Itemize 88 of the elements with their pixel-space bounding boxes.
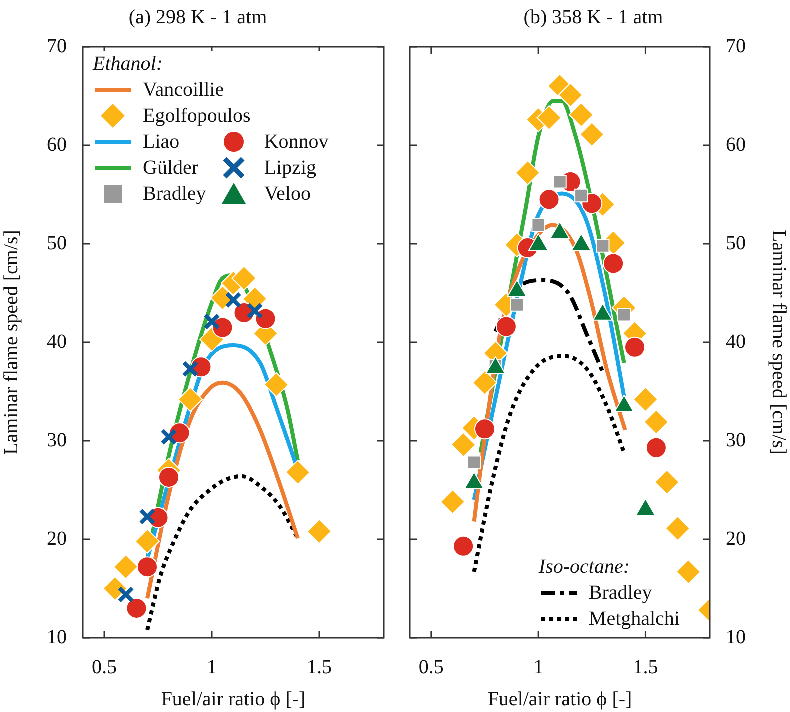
legend-label: Lipzig [264, 156, 317, 181]
point [255, 308, 276, 330]
point [515, 160, 540, 186]
y-tick-label: 60 [726, 134, 746, 156]
legend-label: Gülder [143, 156, 199, 181]
line-series [472, 223, 628, 524]
x-axis-title: Fuel/air ratio ϕ [-] [488, 688, 632, 710]
x-tick-label: 0.5 [92, 656, 117, 678]
y-tick-label: 30 [726, 429, 746, 452]
point [574, 188, 588, 203]
point [532, 218, 546, 232]
point [654, 470, 680, 495]
y-tick-label: 50 [726, 232, 746, 254]
legend-label: Liao [143, 130, 180, 155]
point [603, 253, 624, 274]
point [160, 428, 178, 446]
point [102, 576, 128, 602]
y-tick-label: 40 [726, 330, 746, 353]
point [496, 316, 517, 338]
legend-label: Egolfopoulos [143, 104, 251, 129]
point [453, 536, 474, 557]
point [510, 298, 524, 312]
line-series [472, 354, 626, 574]
point [676, 560, 702, 585]
point [472, 370, 498, 396]
point [135, 528, 160, 554]
x-tick-label: 0.5 [418, 656, 444, 678]
point [451, 432, 476, 458]
point [596, 239, 610, 253]
y-tick-label: 10 [726, 626, 746, 648]
point [538, 189, 560, 210]
point [137, 556, 158, 578]
point [646, 437, 667, 458]
point [212, 317, 234, 338]
point [568, 102, 594, 128]
line-series [494, 278, 605, 374]
point [467, 456, 482, 470]
y-axis-title: Laminar flame speed [cm/s] [0, 230, 22, 455]
point [286, 460, 310, 486]
y-tick-label: 20 [47, 528, 67, 550]
point [474, 418, 496, 440]
y-tick-label: 20 [726, 528, 746, 550]
point [644, 410, 669, 435]
point [118, 586, 134, 604]
y-tick-label: 70 [726, 35, 746, 58]
point [558, 82, 584, 108]
x-tick-label: 1.5 [307, 656, 332, 678]
point [264, 372, 289, 398]
point [617, 308, 632, 322]
point [307, 519, 332, 544]
legend-label: Metghalchi [588, 607, 680, 632]
legend-title: Iso-octane: [538, 555, 631, 580]
x-axis-title: Fuel/air ratio ϕ [-] [161, 688, 306, 710]
legend-label: Konnov [264, 130, 329, 155]
point [114, 554, 138, 580]
point [204, 313, 220, 330]
x-tick-label: 1 [207, 656, 217, 678]
legend-label: Bradley [588, 581, 652, 606]
point [553, 175, 567, 189]
point [182, 360, 199, 378]
point [633, 387, 658, 412]
x-tick-label: 1.5 [633, 656, 658, 678]
chart-title: (b) 358 K - 1 atm [524, 6, 664, 28]
point [440, 490, 466, 515]
legend-label: Bradley [143, 182, 206, 207]
legend-label: Vancoillie [143, 78, 224, 103]
point [126, 598, 148, 619]
point [665, 516, 690, 542]
y-tick-label: 10 [47, 626, 67, 648]
point [246, 302, 264, 320]
point [580, 122, 605, 148]
y-tick-label: 70 [47, 35, 67, 58]
y-tick-label: 50 [47, 232, 67, 254]
chart-title: (a) 298 K - 1 atm [128, 6, 268, 28]
point [158, 466, 180, 488]
legend-label: Veloo [264, 182, 311, 207]
x-tick-label: 1 [534, 656, 544, 678]
point [225, 292, 242, 309]
y-tick-label: 30 [47, 429, 67, 452]
y-axis-title: Laminar flame speed [cm/s] [768, 230, 790, 455]
point [178, 387, 203, 412]
point [139, 508, 156, 526]
point [232, 266, 257, 291]
point [536, 105, 562, 130]
legend-title: Ethanol: [93, 52, 164, 77]
point [624, 336, 646, 358]
y-tick-label: 40 [47, 330, 67, 353]
y-tick-label: 60 [47, 134, 67, 156]
